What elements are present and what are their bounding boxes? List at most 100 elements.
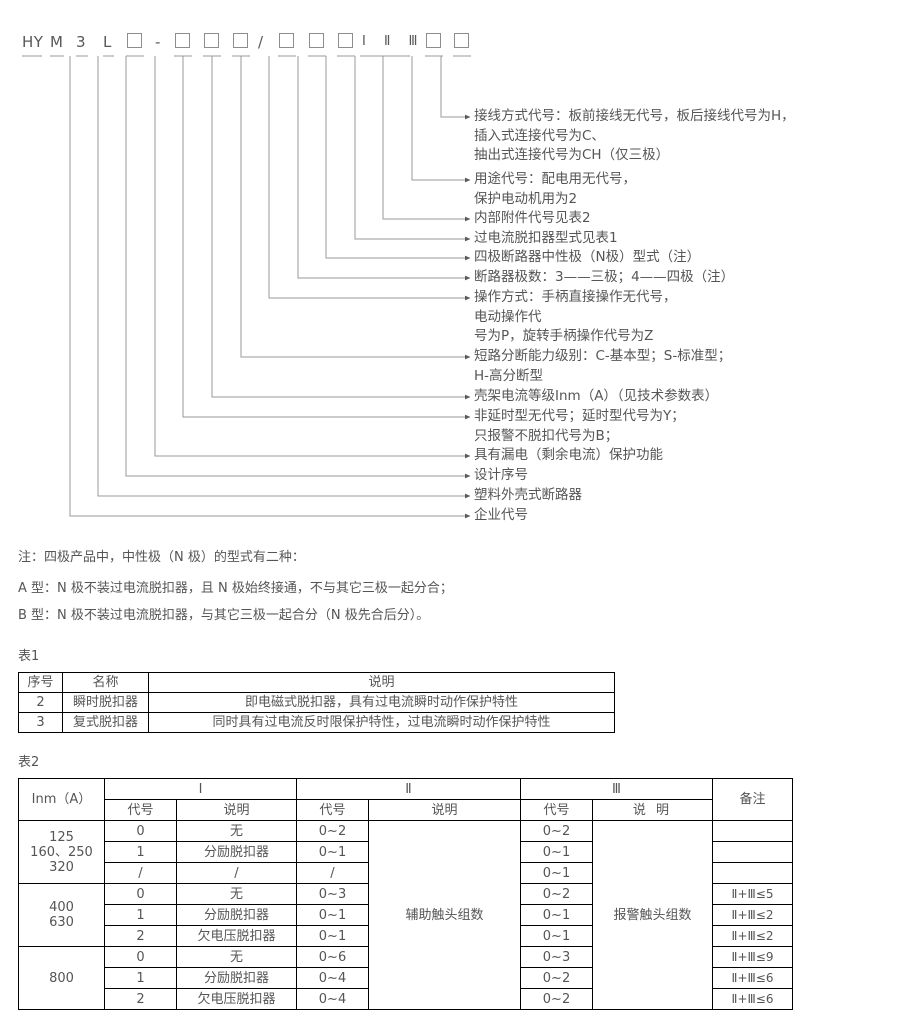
leader-line-9 (182, 56, 471, 420)
annotation-1: 用途代号：配电用无代号， 保护电动机用为2 (474, 170, 636, 209)
table2-inm-1: 400 630 (18, 883, 105, 947)
table-row: 400 630 0 无 0~3 0~2 Ⅱ+Ⅲ≤5 (18, 883, 793, 947)
table2-code3-0-1: 0~1 (520, 841, 593, 863)
table2-code2-0-2: / (296, 862, 369, 884)
annotation-9: 非延时型无代号；延时型代号为Y； 只报警不脱扣代号为B； (474, 407, 685, 446)
code-box-icon (204, 33, 219, 48)
table1-cell-1-0: 3 (18, 712, 63, 733)
table2-desc1-1-0: 无 (176, 883, 297, 905)
annotation-10: 具有漏电（剩余电流）保护功能 (474, 446, 663, 466)
leader-line-8 (211, 56, 471, 400)
annotation-3-line-0: 过电流脱扣器型式见表1 (474, 230, 618, 246)
code-box-icon (175, 33, 190, 48)
table2-remark-2-0: Ⅱ+Ⅲ≤9 (712, 946, 793, 968)
table2-code2-0-0: 0~2 (296, 820, 369, 842)
table-overcurrent-release: 序号 名称 说明 2 瞬时脱扣器 即电磁式脱扣器，具有过电流瞬时动作保护特性 3 复式脱… (18, 672, 615, 733)
table2-code3-1-1: 0~1 (520, 904, 593, 926)
table2-desc1-2-2: 欠电压脱扣器 (176, 988, 297, 1010)
annotation-4: 四极断路器中性极（N极）型式（注） (474, 248, 700, 268)
table2-code2-1-0: 0~3 (296, 883, 369, 905)
table2-th-remark: 备注 (712, 778, 793, 821)
note-line-1: A 型：N 极不装过电流脱扣器，且 N 极始终接通，不与其它三极一起分合； (18, 581, 453, 596)
table2-desc1-1-1: 分励脱扣器 (176, 904, 297, 926)
table2-remark-2-2: Ⅱ+Ⅲ≤6 (712, 988, 793, 1010)
table2-inm-0: 125 160、250 320 (18, 820, 105, 884)
table2-remark-0-1 (712, 841, 793, 863)
table1-th-1: 名称 (62, 672, 149, 693)
table2-code2-2-0: 0~6 (296, 946, 369, 968)
code-symbol-8 (233, 32, 248, 52)
table-row: 2 欠电压脱扣器 0~1 0~1 Ⅱ+Ⅲ≤2 (19, 925, 793, 947)
table1-cell-0-0: 2 (18, 692, 63, 713)
table2-code2-1-2: 0~1 (296, 925, 369, 947)
table2-inm-2: 800 (18, 946, 105, 1010)
code-symbol-4 (127, 32, 142, 52)
code-box-icon (233, 33, 248, 48)
table-row: 800 0 无 0~6 0~3 Ⅱ+Ⅲ≤9 (18, 946, 793, 1010)
code-box-icon (279, 33, 294, 48)
leader-line-13 (69, 56, 471, 519)
annotation-12: 塑料外壳式断路器 (474, 486, 582, 506)
annotation-11-line-0: 设计序号 (474, 467, 528, 483)
annotation-6-line-2: 号为P，旋转手柄操作代号为Z (474, 328, 654, 344)
table1-cell-1-2: 同时具有过电流反时限保护特性，过电流瞬时动作保护特性 (148, 712, 615, 733)
code-symbol-15 (454, 32, 469, 52)
annotation-6-line-1: 电动操作代 (474, 308, 542, 325)
table2-inm-0-line-1: 160、250 (30, 844, 93, 860)
table2-remark-0-2 (712, 862, 793, 884)
table-row: 1 分励脱扣器 0~1 0~1 (19, 841, 793, 863)
table2-inm-1-line-0: 400 (49, 900, 74, 915)
table2-code3-2-0: 0~3 (520, 946, 593, 968)
table2-code2-0-1: 0~1 (296, 841, 369, 863)
leader-line-11 (125, 56, 471, 479)
annotation-1-line-0: 用途代号：配电用无代号， (474, 171, 636, 187)
table2-group3-desc: 报警触头组数 (592, 820, 713, 1010)
annotation-1-line-1: 保护电动机用为2 (474, 190, 578, 207)
leader-line-10 (154, 56, 471, 459)
annotation-7: 短路分断能力级别：C-基本型；S-标准型； H-高分断型 (474, 347, 731, 386)
table2-header-row-1: Inm（A） Ⅰ Ⅱ Ⅲ 备注 (18, 778, 793, 821)
table2-inm-2-line-0: 800 (49, 970, 74, 986)
table2-code1-2-1: 1 (104, 967, 177, 989)
table2-code1-0-0: 0 (104, 820, 177, 842)
table1-cell-1-1: 复式脱扣器 (62, 712, 149, 733)
annotation-0: 接线方式代号：板前接线无代号，板后接线代号为H， 插入式连接代号为C、 抽出式连接代… (474, 107, 795, 166)
table-row: 2 瞬时脱扣器 即电磁式脱扣器，具有过电流瞬时动作保护特性 (18, 692, 615, 713)
table2-code3-1-2: 0~1 (520, 925, 593, 947)
table2-th-code-1: 代号 (104, 799, 177, 821)
table2-code1-1-2: 2 (104, 925, 177, 947)
table2-code1-0-1: 1 (104, 841, 177, 863)
table-internal-accessories: Inm（A） Ⅰ Ⅱ Ⅲ 备注 代号 说明 代号 说明 代号 说 明 125 16… (18, 778, 793, 1010)
table2-th-group-1: Ⅰ (104, 778, 297, 800)
table2-remark-0-0 (712, 820, 793, 842)
table2-code3-1-0: 0~2 (520, 883, 593, 905)
annotation-5: 断路器极数：3——三极；4——四极（注） (474, 268, 734, 288)
table2-th-inm: Inm（A） (18, 778, 105, 821)
table1-th-0: 序号 (18, 672, 63, 693)
table1-header-row: 序号 名称 说明 (18, 672, 615, 693)
code-symbol-1: M (50, 33, 64, 51)
table2-inm-0-line-0: 125 (49, 829, 74, 845)
annotation-11: 设计序号 (474, 466, 528, 486)
table2-code2-2-1: 0~4 (296, 967, 369, 989)
table2-th-group-3: Ⅲ (520, 778, 713, 800)
code-symbol-2: 3 (76, 33, 87, 51)
table1-cell-0-1: 瞬时脱扣器 (62, 692, 149, 713)
table2-th-desc-1: 说明 (176, 799, 297, 821)
code-symbol-5: - (155, 33, 161, 51)
table2-th-desc-3: 说 明 (592, 799, 713, 821)
annotation-12-line-0: 塑料外壳式断路器 (474, 487, 582, 503)
code-symbol-10 (279, 32, 294, 52)
table2-code1-1-1: 1 (104, 904, 177, 926)
annotation-9-line-0: 非延时型无代号；延时型代号为Y； (474, 408, 685, 424)
table2-inm-1-line-1: 630 (49, 915, 74, 930)
table-row: / //0~1 (19, 862, 793, 884)
annotation-7-line-0: 短路分断能力级别：C-基本型；S-标准型； (474, 348, 732, 364)
table2-inm-0-line-2: 320 (49, 859, 74, 875)
table2-code3-2-2: 0~2 (520, 988, 593, 1010)
annotation-13-line-0: 企业代号 (474, 507, 528, 523)
annotation-0-line-2: 抽出式连接代号为CH（仅三极） (474, 147, 670, 163)
annotation-2: 内部附件代号见表2 (474, 209, 591, 229)
table-row: 1 分励脱扣器 0~1 0~1 Ⅱ+Ⅲ≤2 (19, 904, 793, 926)
table2-desc1-0-0: 无 (176, 820, 297, 842)
